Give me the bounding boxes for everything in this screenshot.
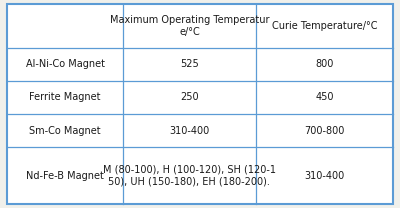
Text: 525: 525 <box>180 59 199 69</box>
Text: 310-400: 310-400 <box>304 171 344 181</box>
Text: 800: 800 <box>315 59 334 69</box>
Text: 700-800: 700-800 <box>304 126 344 136</box>
Text: Maximum Operating Temperatur
e/°C: Maximum Operating Temperatur e/°C <box>110 15 269 37</box>
Text: M (80-100), H (100-120), SH (120-1
50), UH (150-180), EH (180-200).: M (80-100), H (100-120), SH (120-1 50), … <box>103 165 276 187</box>
Text: Sm-Co Magnet: Sm-Co Magnet <box>29 126 101 136</box>
Text: 250: 250 <box>180 93 199 103</box>
Text: 310-400: 310-400 <box>169 126 210 136</box>
Text: Nd-Fe-B Magnet: Nd-Fe-B Magnet <box>26 171 104 181</box>
Text: 450: 450 <box>315 93 334 103</box>
Text: Al-Ni-Co Magnet: Al-Ni-Co Magnet <box>26 59 104 69</box>
Text: Ferrite Magnet: Ferrite Magnet <box>29 93 101 103</box>
Text: Curie Temperature/°C: Curie Temperature/°C <box>272 21 377 31</box>
